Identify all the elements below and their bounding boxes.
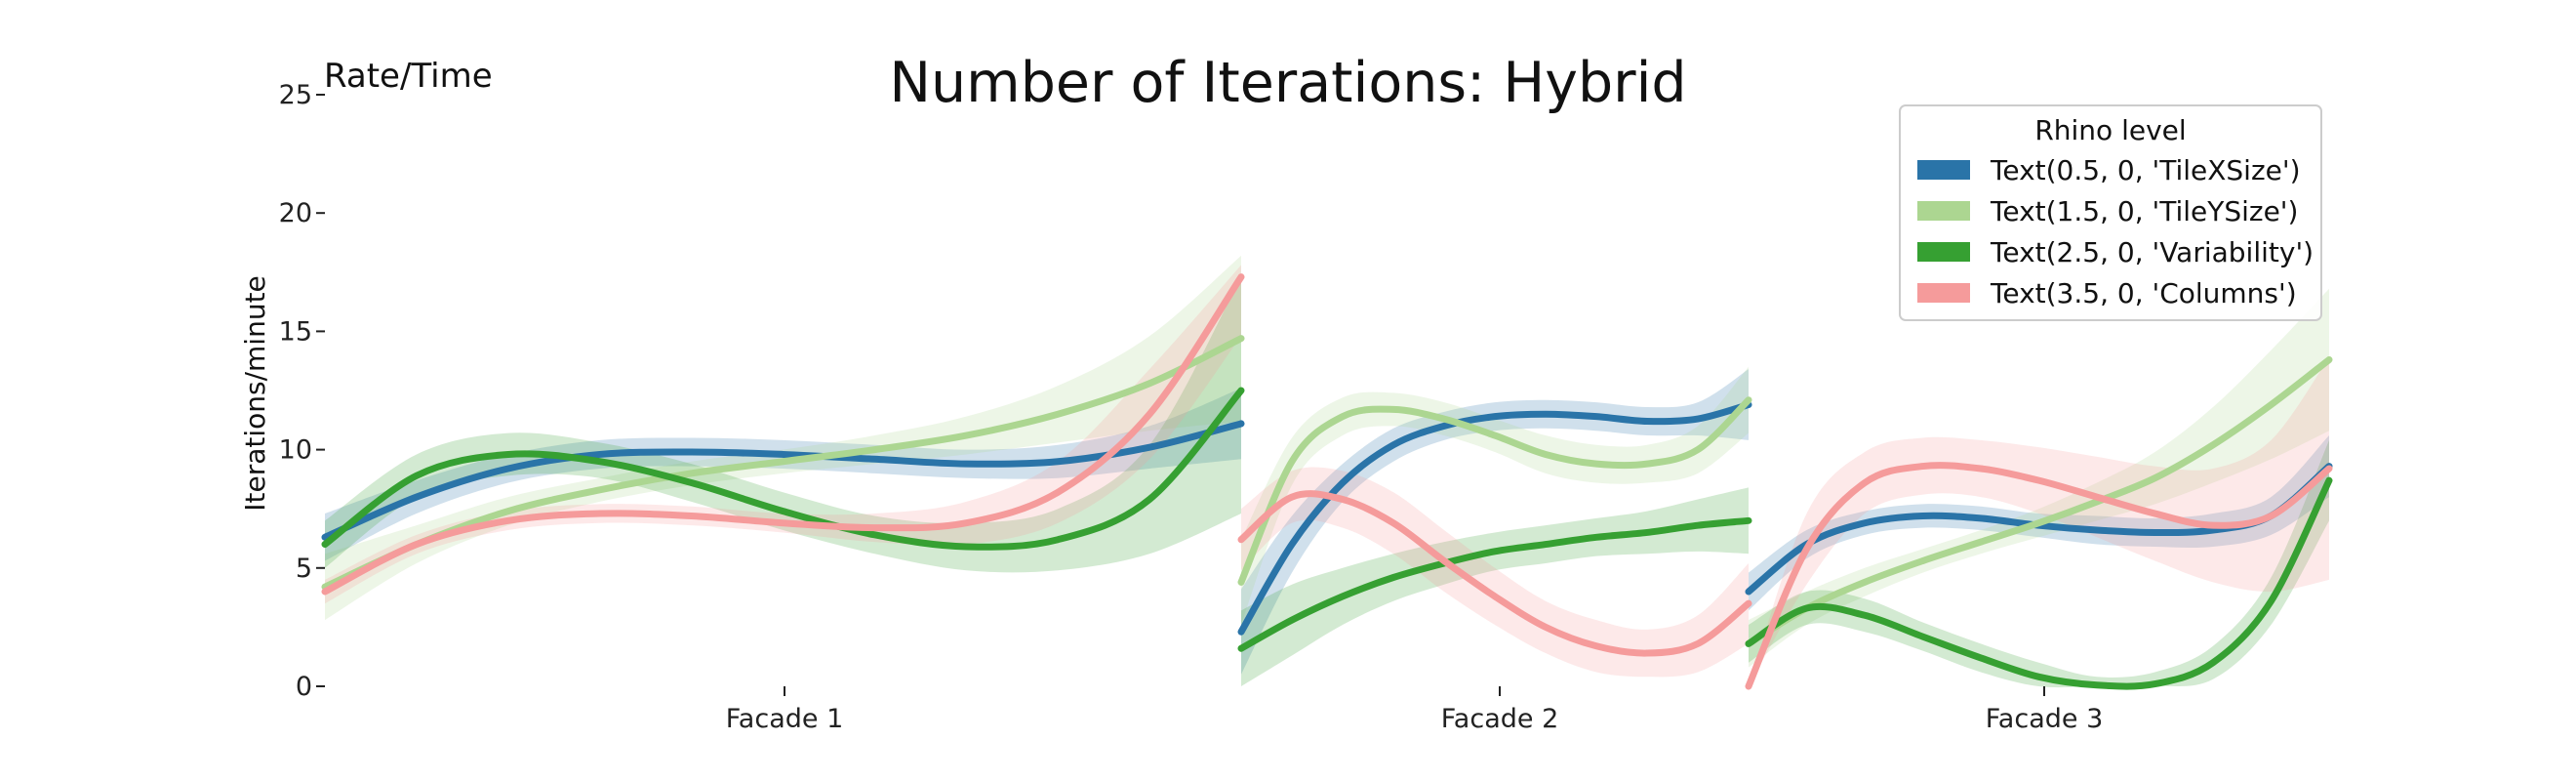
line-facade-2-series-3 <box>1237 516 1752 652</box>
band-facade-3-series-4 <box>1749 357 2329 686</box>
line-facade-1-series-2 <box>321 335 1245 591</box>
line-facade-2-series-4 <box>1237 490 1752 657</box>
band-facade-1-series-1 <box>325 388 1241 561</box>
line-facade-2-series-1 <box>1237 401 1752 636</box>
x-axis: Facade 1 Facade 2 Facade 3 <box>726 686 2104 734</box>
band-facade-1-series-2 <box>325 255 1241 621</box>
line-facade-1-series-3 <box>321 387 1245 551</box>
chart-title: Number of Iterations: Hybrid <box>889 51 1686 115</box>
series-lines <box>321 273 2333 690</box>
legend-swatch <box>1917 201 1970 221</box>
line-facade-3-series-4 <box>1745 462 2333 690</box>
legend-frame <box>1899 104 2322 321</box>
y-tick-label: 20 <box>279 198 312 228</box>
x-tick-label: Facade 1 <box>726 704 844 734</box>
y-tick-label: 10 <box>279 435 312 466</box>
y-ticks: 0 5 10 15 20 25 <box>279 80 325 702</box>
line-facade-1-series-4 <box>321 273 1245 596</box>
legend-label: Text(0.5, 0, 'TileXSize') <box>1990 154 2301 186</box>
line-facade-1-series-1 <box>321 420 1245 541</box>
legend-swatch <box>1917 283 1970 303</box>
legend-swatch <box>1917 160 1970 180</box>
legend-title: Rhino level <box>2034 114 2186 146</box>
band-facade-2-series-1 <box>1241 369 1749 675</box>
y-axis: 0 5 10 15 20 25 <box>279 80 325 702</box>
x-tick-label: Facade 3 <box>1986 704 2104 734</box>
legend-label: Text(3.5, 0, 'Columns') <box>1990 277 2297 309</box>
line-facade-3-series-3 <box>1745 476 2333 690</box>
x-tick-label: Facade 2 <box>1441 704 1559 734</box>
y-tick-label: 25 <box>279 80 312 110</box>
line-facade-2-series-2 <box>1237 396 1752 586</box>
y-tick-label: 15 <box>279 316 312 347</box>
legend-label: Text(2.5, 0, 'Variability') <box>1990 236 2314 268</box>
y-axis-label: Iterations/minute <box>239 275 271 512</box>
y-tick-label: 5 <box>296 554 312 584</box>
line-facade-3-series-2 <box>1745 355 2333 647</box>
y-tick-label: 0 <box>296 672 312 702</box>
legend-swatch <box>1917 242 1970 262</box>
legend-label: Text(1.5, 0, 'TileYSize') <box>1990 195 2298 227</box>
band-facade-2-series-4 <box>1241 467 1749 678</box>
chart-subtitle: Rate/Time <box>324 57 493 96</box>
legend: Rhino level Text(0.5, 0, 'TileXSize')Tex… <box>1899 104 2322 321</box>
legend-items: Text(0.5, 0, 'TileXSize') Text(1.5, 0, 'T… <box>1917 154 2314 309</box>
